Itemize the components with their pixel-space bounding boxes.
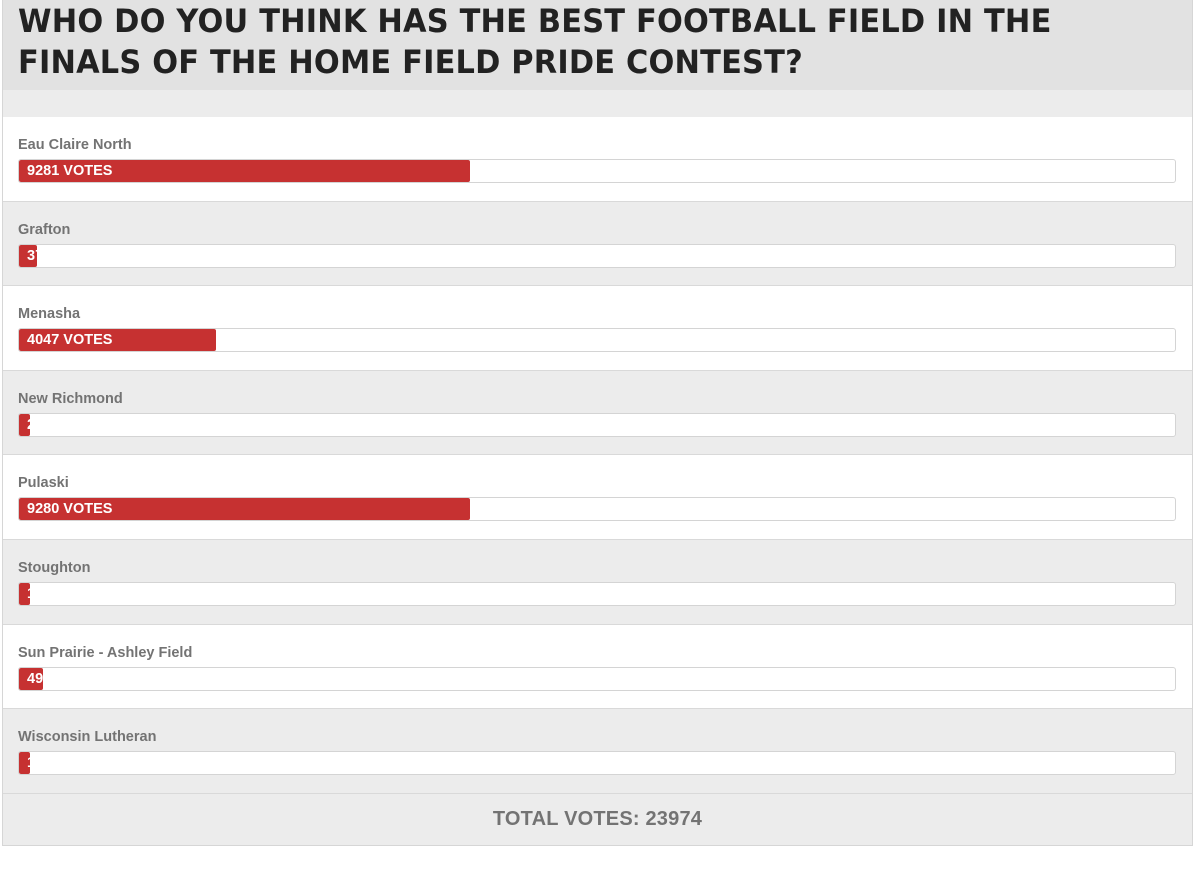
poll-option: Pulaski 9280 VOTES xyxy=(3,455,1192,540)
vote-count-label: 135 VOTES xyxy=(19,583,30,605)
poll-header: WHO DO YOU THINK HAS THE BEST FOOTBALL F… xyxy=(3,0,1192,90)
poll-option-label: Stoughton xyxy=(18,559,91,576)
poll-options: Eau Claire North 9281 VOTES Grafton 374 VOT… xyxy=(3,117,1192,794)
poll-option-label: Wisconsin Lutheran xyxy=(18,729,157,746)
poll-option-label: Eau Claire North xyxy=(18,137,132,153)
poll-option-label: Sun Prairie - Ashley Field xyxy=(18,644,193,661)
vote-bar-fill: 4047 VOTES xyxy=(19,329,216,352)
poll-title-line-2: FINALS OF THE HOME FIELD PRIDE CONTEST? xyxy=(18,43,803,81)
vote-bar-track: 135 VOTES xyxy=(18,581,1176,606)
vote-bar-track: 374 VOTES xyxy=(18,243,1176,268)
vote-bar-track: 9281 VOTES xyxy=(18,159,1176,183)
vote-count-label: 145 VOTES xyxy=(19,752,30,774)
vote-bar-fill: 490 VOTES xyxy=(19,667,43,690)
poll-option: New Richmond 222 VOTES xyxy=(3,370,1192,456)
poll-title: WHO DO YOU THINK HAS THE BEST FOOTBALL F… xyxy=(18,0,1133,83)
poll-title-line-1: WHO DO YOU THINK HAS THE BEST FOOTBALL F… xyxy=(18,2,1052,40)
poll-option-label: Menasha xyxy=(18,306,81,323)
vote-count-label: 222 VOTES xyxy=(19,414,30,436)
vote-bar-fill: 145 VOTES xyxy=(19,752,30,775)
vote-bar-fill: 9280 VOTES xyxy=(19,498,470,521)
vote-bar-fill: 222 VOTES xyxy=(19,413,30,436)
vote-count-label: 4047 VOTES xyxy=(27,332,113,349)
vote-bar-track: 145 VOTES xyxy=(18,751,1176,776)
poll-option-label: Grafton xyxy=(18,221,71,238)
vote-bar-track: 4047 VOTES xyxy=(18,328,1176,353)
poll-option: Stoughton 135 VOTES xyxy=(3,539,1192,625)
vote-count-label: 490 VOTES xyxy=(27,670,43,687)
vote-bar-fill: 135 VOTES xyxy=(19,582,30,605)
poll-option: Eau Claire North 9281 VOTES xyxy=(3,117,1192,202)
poll-option: Grafton 374 VOTES xyxy=(3,201,1192,287)
poll-option: Menasha 4047 VOTES xyxy=(3,286,1192,371)
poll-option-label: Pulaski xyxy=(18,475,69,492)
vote-count-label: 9280 VOTES xyxy=(27,501,113,518)
vote-bar-fill: 374 VOTES xyxy=(19,244,38,267)
poll-spacer xyxy=(3,90,1192,117)
vote-count-label: 374 VOTES xyxy=(27,247,37,264)
vote-bar-track: 9280 VOTES xyxy=(18,497,1176,522)
poll-option-label: New Richmond xyxy=(18,390,123,407)
vote-bar-track: 222 VOTES xyxy=(18,412,1176,437)
total-votes: TOTAL VOTES: 23974 xyxy=(492,807,703,830)
poll-widget: WHO DO YOU THINK HAS THE BEST FOOTBALL F… xyxy=(2,0,1193,846)
poll-option: Wisconsin Lutheran 145 VOTES xyxy=(3,709,1192,794)
vote-count-label: 9281 VOTES xyxy=(27,163,113,179)
vote-bar-track: 490 VOTES xyxy=(18,666,1176,691)
poll-footer: TOTAL VOTES: 23974 xyxy=(3,793,1192,845)
poll-option: Sun Prairie - Ashley Field 490 VOTES xyxy=(3,624,1192,710)
vote-bar-fill: 9281 VOTES xyxy=(19,160,470,182)
